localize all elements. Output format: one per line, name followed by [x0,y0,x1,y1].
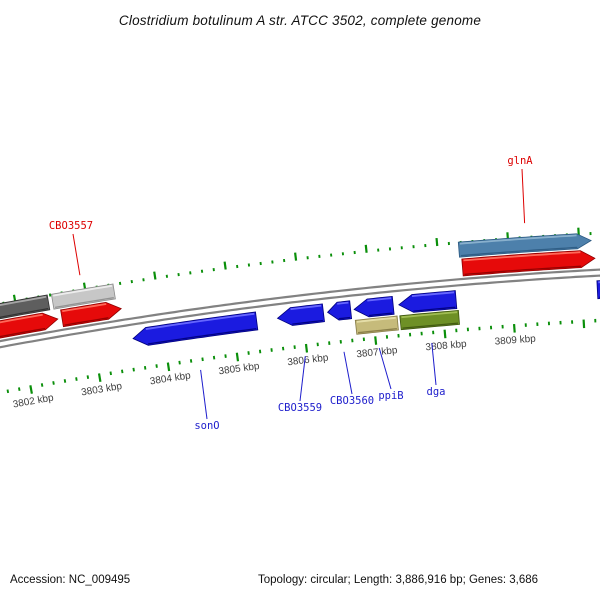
kbp-label-3802: 3802 kbp [12,392,55,410]
major-tick-top [435,237,439,247]
gene-highlight-CBO3560 [337,301,349,305]
gene-unnamed-category-left [0,294,51,320]
kbp-label-3808: 3808 kbp [425,339,467,354]
minor-tick-bottom [86,375,90,379]
leader-line-CBO3560 [343,351,353,395]
minor-tick-bottom [121,369,124,374]
minor-tick-bottom [18,387,21,392]
minor-tick-bottom [109,371,112,376]
minor-tick-bottom [155,364,158,368]
gene-shadow-dga [413,306,456,312]
minor-tick-bottom [75,377,78,381]
major-tick-top [364,244,368,253]
gene-shadow-CBO3560 [338,316,351,320]
gene-shadow-CBO3557 [64,317,109,326]
kbp-label-3807: 3807 kbp [356,345,398,360]
gene-highlight-glnA-category [459,234,577,245]
gene-label-CBO3560: CBO3560 [330,395,374,407]
minor-tick-bottom [52,381,55,385]
gene-label-dga: dga [427,386,446,398]
backbone-inner-line [0,274,600,349]
major-tick-bottom [166,362,171,372]
gene-shadow-glnA [464,265,582,276]
gene-shadow-dga-category [402,322,459,329]
gene-shadow-glnA-category [460,246,578,257]
major-tick-bottom [97,373,102,383]
gene-highlight-dga-category [401,311,458,319]
gene-highlight-ppiB [367,297,392,302]
gene-highlight-dga [411,291,455,297]
gene-shadow-ppiB-category [357,328,397,334]
gene-highlight-CBO3557 [62,303,107,313]
major-tick-bottom [304,343,309,353]
minor-tick-bottom [132,367,135,372]
gene-highlight-unnamed-cds-left [0,313,43,324]
major-tick-top [153,271,157,280]
gene-label-sonO: sonO [194,420,219,432]
kbp-label-3805: 3805 kbp [218,361,261,377]
minor-tick-bottom [178,360,181,365]
gene-shadow-unnamed-category-left [0,307,49,318]
minor-tick-top [48,293,52,297]
leader-line-ppiB [378,347,392,390]
major-tick-top [294,252,298,261]
gene-highlight-unnamed-category-left [0,295,47,307]
page-title: Clostridium botulinum A str. ATCC 3502, … [118,13,482,28]
minor-tick-bottom [143,365,147,370]
backbone-outer-line [0,268,600,343]
leader-line-sonO [200,369,208,420]
gene-highlight-ppiB-category [356,316,396,323]
gene-highlight-CBO3559 [290,304,322,311]
gene-highlight-glnA [463,251,581,262]
gene-ppiB [353,295,395,318]
gene-glnA [461,250,596,277]
major-tick-bottom [512,324,516,333]
kbp-label-3804: 3804 kbp [149,370,192,387]
gene-shadow-CBO3559 [292,319,323,325]
gene-label-CBO3557: CBO3557 [49,220,93,232]
major-tick-top [223,261,227,270]
leader-line-CBO3557 [72,233,81,276]
gene-shadow-unnamed-cds-left [0,327,46,338]
gene-sonO [132,311,259,346]
leader-line-dga [431,342,437,386]
minor-tick-bottom [189,359,193,363]
gene-CBO3557-category [50,283,116,310]
accession-text: Accession: NC_009495 [10,574,131,586]
gene-CBO3559 [276,303,325,326]
gene-label-CBO3559: CBO3559 [278,402,322,414]
gene-glnA-category [457,233,592,258]
genome-stats-text: Topology: circular; Length: 3,886,916 bp… [258,574,539,586]
gene-label-ppiB: ppiB [378,390,403,402]
leader-line-glnA [521,168,526,224]
major-tick-bottom [29,385,33,394]
minor-tick-bottom [6,389,10,394]
gene-shadow-ppiB [368,312,393,317]
minor-tick-bottom [63,379,67,383]
major-tick-bottom [235,352,240,362]
gene-shadow-CBO3557-category [54,297,114,309]
gene-shadow-sonO [148,328,257,345]
gene-highlight-CBO3557-category [52,284,113,297]
major-tick-bottom [443,329,447,339]
major-tick-bottom [374,336,378,345]
gene-CBO3560 [326,300,353,321]
gene-label-glnA: glnA [507,155,533,167]
minor-tick-bottom [40,383,44,387]
kbp-label-3809: 3809 kbp [494,334,536,348]
kbp-label-3806: 3806 kbp [287,352,330,368]
gene-highlight-sonO [145,312,255,330]
gene-unnamed-cds-right-edge [596,280,600,300]
kbp-label-3803: 3803 kbp [80,381,123,399]
leader-line-CBO3559 [299,356,306,402]
